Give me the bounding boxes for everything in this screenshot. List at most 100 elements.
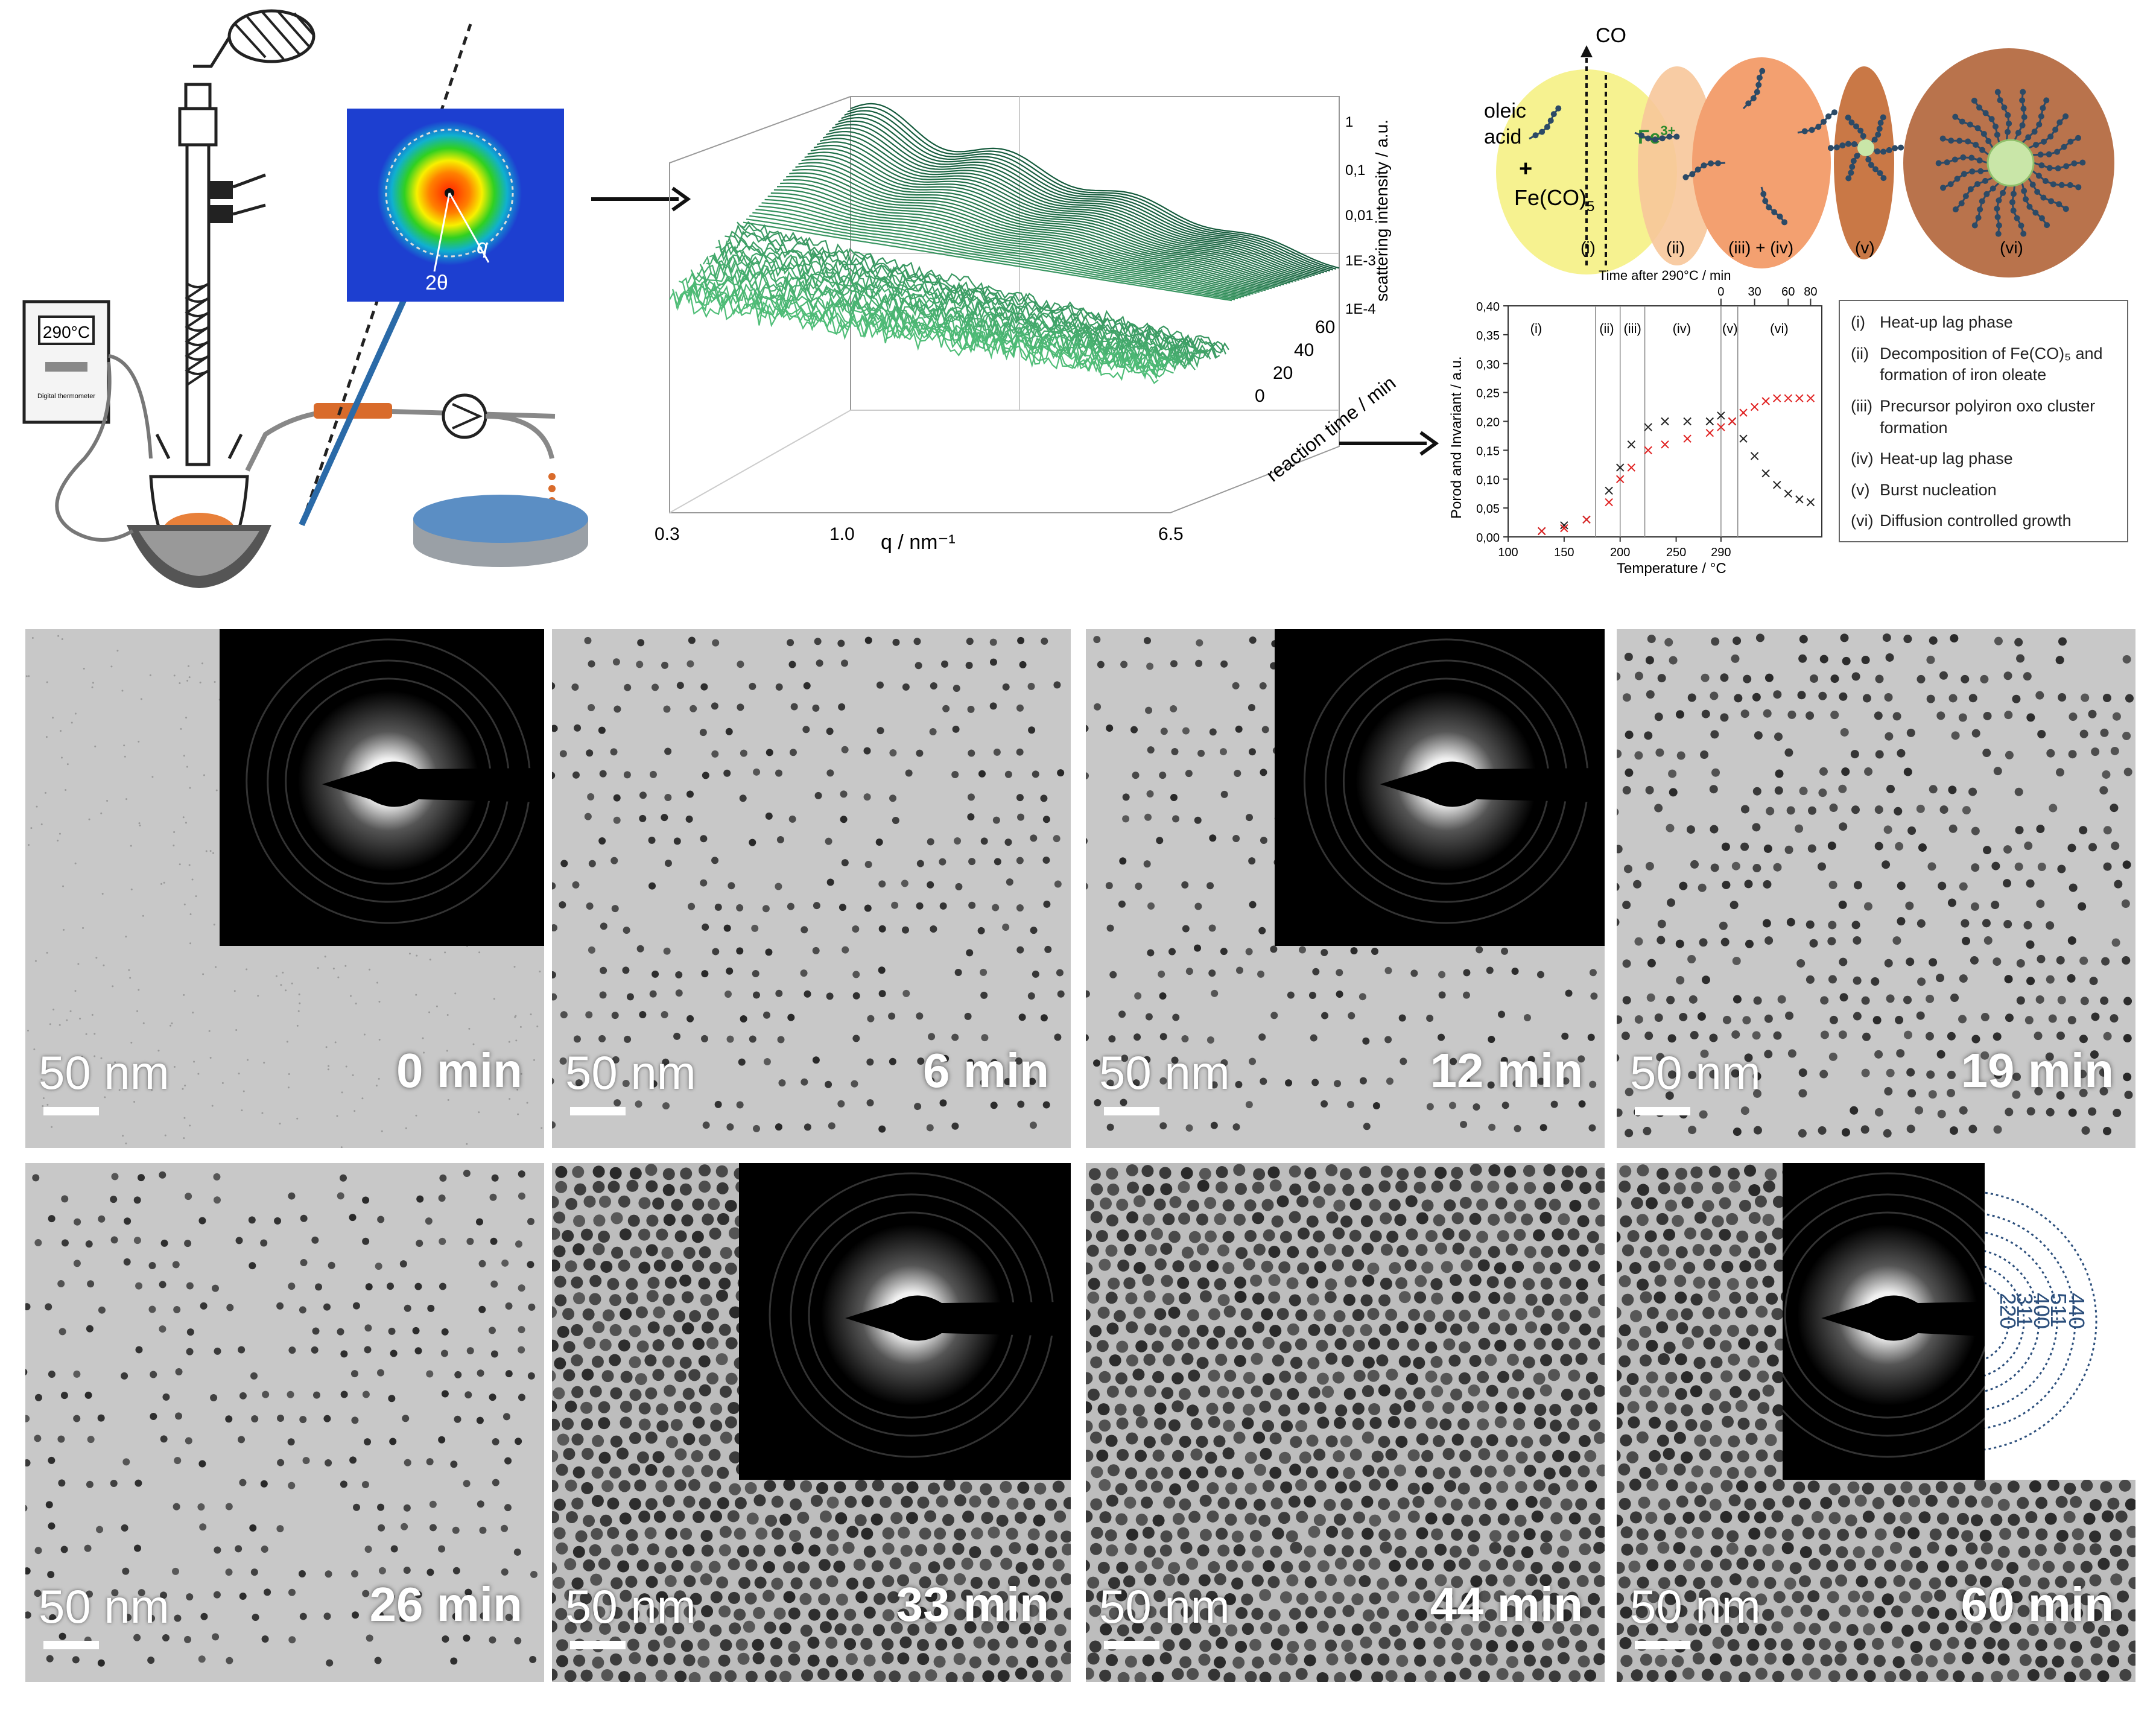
nanoparticle	[582, 1447, 594, 1460]
nanoparticle	[1620, 1526, 1633, 1539]
nanoparticle	[1093, 636, 1101, 644]
ligand-chain	[1634, 132, 1677, 141]
nanoparticle	[942, 1514, 955, 1526]
nanoparticle	[1643, 1126, 1652, 1135]
nanoparticle	[518, 1192, 525, 1200]
nanoparticle	[1449, 1546, 1462, 1558]
nanoparticle	[1875, 674, 1884, 683]
nanoparticle	[1929, 785, 1938, 794]
nanoparticle	[1290, 1436, 1302, 1448]
nanoparticle	[159, 1325, 166, 1333]
nanoparticle	[1168, 1231, 1181, 1243]
nanoparticle	[908, 1593, 921, 1605]
nanoparticle	[1645, 785, 1654, 794]
nanoparticle	[1497, 1230, 1509, 1243]
nanoparticle	[2116, 1624, 2129, 1637]
nanoparticle	[173, 1306, 181, 1314]
nanoparticle	[1344, 1275, 1357, 1288]
nanoparticle	[1968, 1124, 1977, 1134]
nanoparticle	[491, 1174, 499, 1182]
nanoparticle	[1782, 1653, 1795, 1666]
nanoparticle	[1541, 1246, 1553, 1258]
nanoparticle	[933, 1655, 946, 1668]
nanoparticle	[1860, 1125, 1869, 1134]
y-tick-label: 0,25	[1476, 387, 1500, 401]
nanoparticle	[1772, 1404, 1785, 1416]
nanoparticle	[1819, 1543, 1831, 1556]
nanoparticle	[1560, 1498, 1573, 1511]
nanoparticle	[1159, 1652, 1172, 1664]
nanoparticle	[1185, 968, 1193, 975]
nanoparticle	[788, 661, 796, 668]
nanoparticle	[1033, 1514, 1045, 1527]
nanoparticle	[992, 816, 1000, 824]
nanoparticle	[990, 1545, 1003, 1558]
nanoparticle	[610, 1387, 623, 1400]
nanoparticle	[745, 1559, 758, 1571]
nanoparticle	[1699, 938, 1708, 947]
nanoparticle	[1540, 1530, 1553, 1543]
nanoparticle	[1448, 1354, 1461, 1367]
nanoparticle	[2014, 787, 2023, 796]
nanoparticle	[1099, 1479, 1111, 1491]
nanoparticle	[1871, 1546, 1884, 1558]
nanoparticle	[665, 1527, 677, 1540]
nanoparticle	[1451, 1652, 1463, 1665]
phase-label: (v)	[1722, 321, 1738, 336]
nanoparticle	[613, 794, 621, 802]
nanoparticle	[600, 1514, 612, 1527]
nanoparticle	[763, 1011, 770, 1019]
ring-index-label: 400	[2029, 1293, 2054, 1329]
ligand-chain	[1760, 186, 1786, 223]
nanoparticle	[1477, 1371, 1489, 1383]
nanoparticle	[1234, 1354, 1246, 1367]
nanoparticle	[2044, 1667, 2056, 1680]
nanoparticle	[765, 1514, 778, 1527]
phase-label: (ii)	[1599, 321, 1614, 336]
nanoparticle	[1204, 1197, 1217, 1210]
nanoparticle	[1637, 1576, 1649, 1589]
nanoparticle	[1197, 1179, 1210, 1192]
scale-bar-label: 50 nm	[565, 1580, 696, 1633]
nanoparticle	[1637, 1278, 1649, 1291]
nanoparticle	[1915, 1106, 1924, 1115]
nanoparticle	[837, 1100, 845, 1108]
nanoparticle	[2110, 1544, 2122, 1557]
nanoparticle	[1752, 1031, 1761, 1040]
nanoparticle	[1123, 1608, 1136, 1621]
nanoparticle	[1663, 1448, 1675, 1460]
nanoparticle	[553, 1527, 566, 1539]
top-axis-label: Time after 290°C / min	[1599, 268, 1731, 283]
nanoparticle	[1386, 1231, 1399, 1243]
nanoparticle	[58, 1479, 66, 1487]
nanoparticle	[1694, 1495, 1707, 1508]
nanoparticle	[1994, 1070, 2003, 1079]
nanoparticle	[691, 1450, 703, 1462]
nanoparticle	[1523, 1278, 1535, 1290]
nanoparticle	[1087, 1388, 1100, 1401]
nanoparticle	[552, 993, 557, 1001]
nanoparticle	[1378, 1498, 1390, 1511]
nanoparticle	[649, 990, 657, 998]
nanoparticle	[1864, 767, 1873, 776]
nanoparticle	[212, 1633, 220, 1641]
ligand-chain	[1997, 92, 2010, 141]
scale-bar-label: 50 nm	[39, 1046, 170, 1099]
nanoparticle	[812, 946, 820, 954]
nanoparticle	[1909, 1577, 1921, 1590]
nanoparticle	[2062, 1561, 2075, 1573]
data-point	[1761, 469, 1770, 478]
nanoparticle	[599, 770, 607, 778]
nanoparticle	[1871, 1637, 1884, 1650]
nanoparticle	[1851, 921, 1860, 930]
nanoparticle	[2053, 1637, 2066, 1650]
nanoparticle	[701, 1605, 714, 1617]
nanoparticle	[2117, 1590, 2129, 1603]
nanoparticle	[1196, 1243, 1209, 1255]
nanoparticle	[1558, 1244, 1570, 1257]
nanoparticle	[504, 1504, 512, 1512]
nanoparticle	[1807, 1590, 1820, 1603]
nanoparticle	[441, 1328, 449, 1336]
nanoparticle	[1105, 1435, 1118, 1447]
nanoparticle	[121, 1524, 128, 1532]
